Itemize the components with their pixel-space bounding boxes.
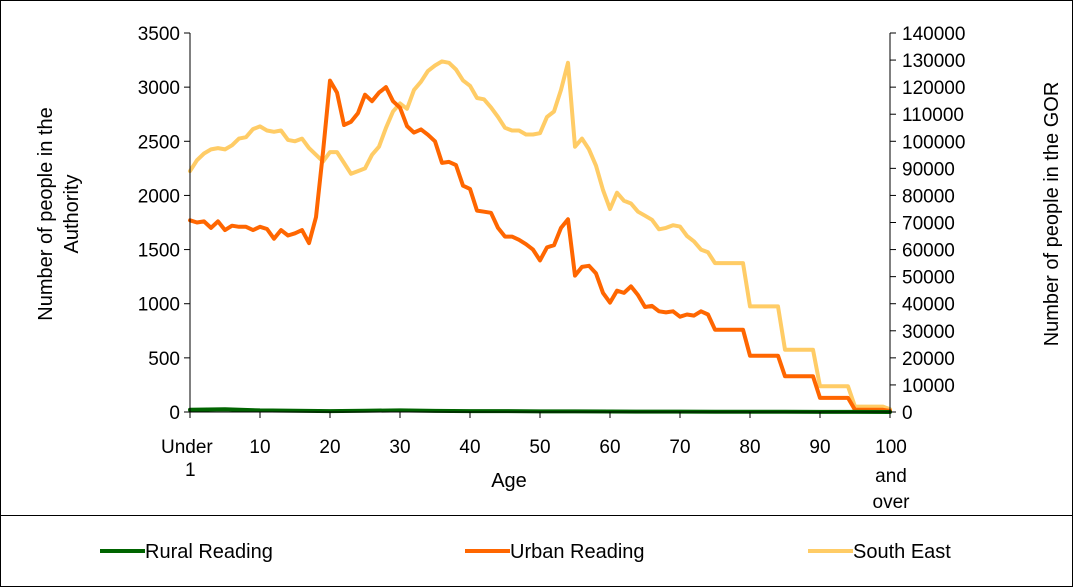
y2-tick-label: 20000 xyxy=(902,349,955,370)
y-tick-label: 2000 xyxy=(138,186,180,207)
y2-tick-label: 120000 xyxy=(902,78,965,99)
x-tick-label: 40 xyxy=(459,437,480,458)
y2-axis-label: Number of people in the GOR xyxy=(1041,82,1063,347)
y2-tick-label: 110000 xyxy=(902,105,964,126)
y2-tick-label: 50000 xyxy=(902,268,955,289)
x-tick-label: 10 xyxy=(249,437,270,458)
y-tick-label: 3500 xyxy=(138,24,180,45)
y-tick-label: 1000 xyxy=(138,295,180,316)
tick-labels: 0 500 1000 1500 2000 2500 3000 3500 0 10000 20000 3… xyxy=(138,24,966,513)
y2-tick-label: 90000 xyxy=(902,159,955,180)
x-tick-label: 50 xyxy=(529,437,550,458)
y2-tick-label: 80000 xyxy=(902,186,955,207)
y-tick-label: 2500 xyxy=(138,132,180,153)
x-tick-label: Under 1 xyxy=(161,437,213,481)
series-line-urban-reading xyxy=(188,78,892,413)
x-tick-label: 60 xyxy=(599,437,620,458)
x-tick-label: 80 xyxy=(739,437,760,458)
y2-tick-label: 40000 xyxy=(902,295,955,316)
y2-tick-label: 130000 xyxy=(902,51,965,72)
y-tick-label: 500 xyxy=(148,349,180,370)
legend: Rural Reading Urban Reading South East xyxy=(100,541,951,563)
x-axis-label: Age xyxy=(491,470,527,492)
x-tick-label: 100 and over xyxy=(873,437,911,513)
y2-tick-label: 0 xyxy=(902,403,913,424)
legend-label-rural-reading: Rural Reading xyxy=(145,541,273,563)
y2-tick-label: 60000 xyxy=(902,241,955,262)
y-tick-label: 3000 xyxy=(138,78,180,99)
legend-label-south-east: South East xyxy=(853,541,951,563)
x-tick-label: 30 xyxy=(389,437,410,458)
axes xyxy=(184,32,896,418)
legend-label-urban-reading: Urban Reading xyxy=(510,541,645,563)
y2-tick-label: 70000 xyxy=(902,214,955,235)
y-tick-label: 0 xyxy=(169,403,180,424)
x-tick-label: 70 xyxy=(669,437,690,458)
y-tick-label: 1500 xyxy=(138,241,180,262)
y-axis-label: Number of people in the Authority xyxy=(35,107,83,320)
series-line-south-east xyxy=(188,59,892,412)
y2-tick-label: 100000 xyxy=(902,132,965,153)
y2-tick-label: 30000 xyxy=(902,322,955,343)
x-tick-label: 20 xyxy=(319,437,340,458)
y2-tick-label: 140000 xyxy=(902,24,965,45)
y2-tick-label: 10000 xyxy=(902,376,955,397)
x-tick-label: 90 xyxy=(809,437,830,458)
